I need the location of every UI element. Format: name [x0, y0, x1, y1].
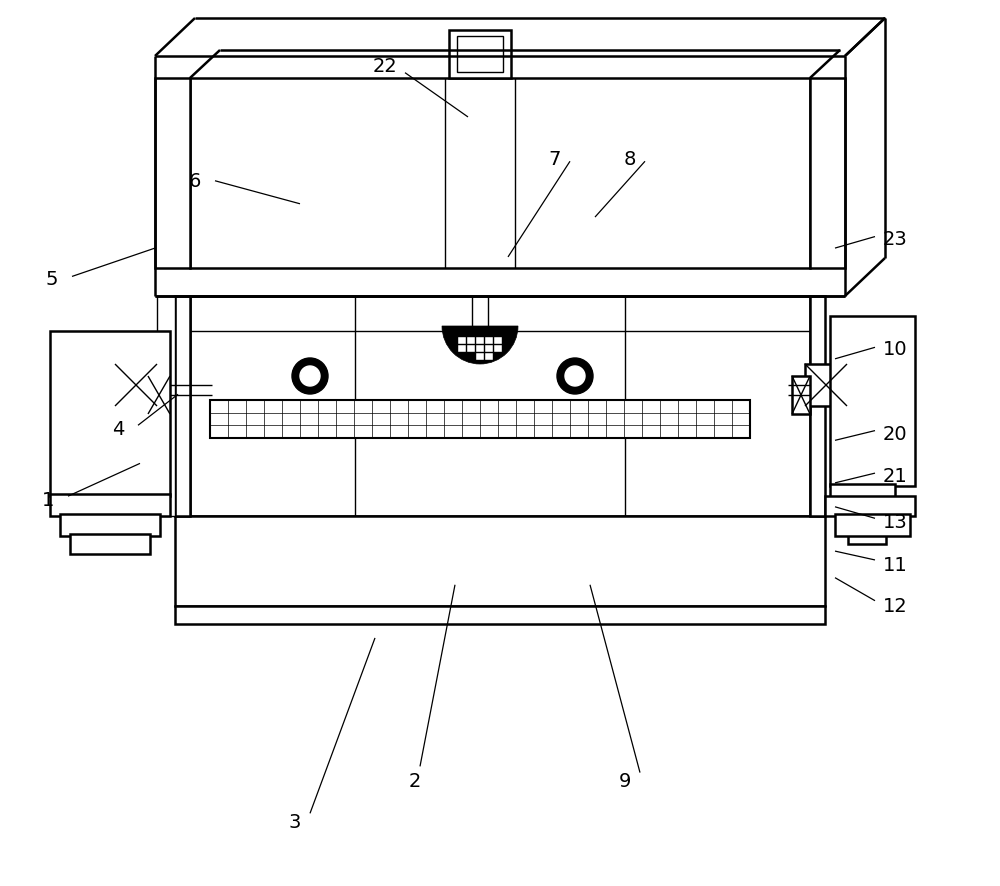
Bar: [50, 494, 170, 516]
Bar: [70, 534, 150, 554]
Bar: [458, 345, 466, 352]
Bar: [810, 296, 825, 516]
Bar: [449, 30, 511, 78]
Circle shape: [300, 366, 320, 386]
Bar: [466, 337, 475, 344]
Text: 4: 4: [112, 420, 124, 439]
Bar: [835, 514, 910, 536]
Text: 5: 5: [46, 269, 58, 289]
Bar: [840, 504, 890, 526]
Bar: [50, 331, 170, 496]
Text: 11: 11: [883, 556, 907, 575]
Bar: [792, 376, 810, 414]
Wedge shape: [442, 326, 518, 364]
Bar: [115, 364, 157, 406]
Text: 22: 22: [373, 57, 397, 76]
Bar: [210, 400, 750, 438]
Bar: [190, 296, 810, 516]
Bar: [155, 78, 190, 268]
Bar: [484, 353, 492, 360]
Circle shape: [557, 358, 593, 394]
Bar: [825, 496, 915, 516]
Bar: [157, 296, 175, 516]
Bar: [810, 78, 845, 268]
Text: 23: 23: [883, 229, 907, 249]
Text: 12: 12: [883, 597, 907, 617]
Text: 9: 9: [619, 772, 631, 791]
Circle shape: [292, 358, 328, 394]
Bar: [476, 353, 484, 360]
Text: 8: 8: [624, 150, 636, 169]
Bar: [805, 364, 847, 406]
Bar: [494, 337, 502, 344]
Bar: [458, 337, 466, 344]
Bar: [60, 514, 160, 536]
Bar: [175, 296, 190, 516]
Bar: [848, 524, 886, 544]
Bar: [190, 78, 810, 268]
Text: 21: 21: [883, 467, 907, 486]
Bar: [476, 337, 484, 344]
Text: 7: 7: [549, 150, 561, 169]
Bar: [175, 606, 825, 624]
Bar: [830, 484, 895, 506]
Bar: [476, 345, 484, 352]
Text: 6: 6: [189, 172, 201, 191]
Text: 20: 20: [883, 424, 907, 444]
Text: 10: 10: [883, 340, 907, 360]
Bar: [484, 345, 492, 352]
Text: 3: 3: [289, 812, 301, 832]
Circle shape: [565, 366, 585, 386]
Bar: [148, 376, 170, 414]
Bar: [494, 345, 502, 352]
Text: 1: 1: [42, 491, 54, 510]
Text: 2: 2: [409, 772, 421, 791]
Bar: [457, 36, 503, 72]
Bar: [175, 516, 825, 606]
Bar: [830, 316, 915, 486]
Text: 13: 13: [883, 513, 907, 532]
Bar: [484, 337, 492, 344]
Bar: [466, 345, 475, 352]
